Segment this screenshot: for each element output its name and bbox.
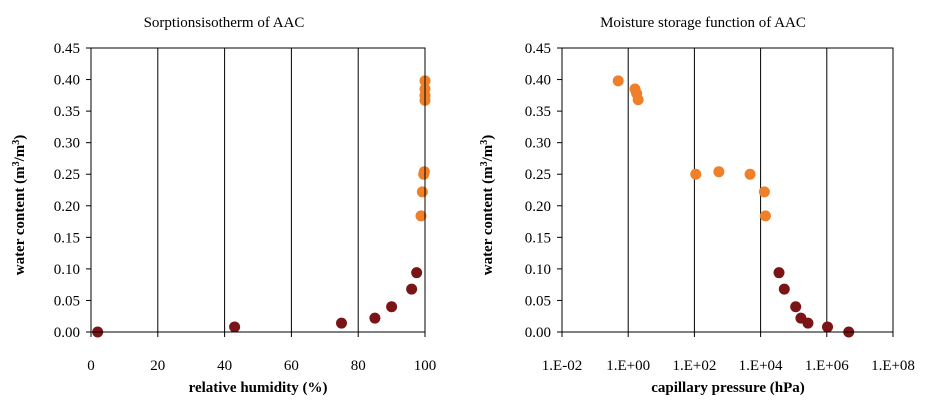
x-tick-label: 1.E+02 — [672, 358, 716, 374]
x-tick-label: 1.E+08 — [871, 358, 915, 374]
x-axis-label: capillary pressure (hPa) — [651, 380, 805, 396]
data-point — [790, 301, 802, 313]
data-point — [744, 168, 756, 180]
gridlines — [561, 48, 894, 332]
y-tick-label: 0.15 — [54, 230, 80, 246]
data-point — [773, 267, 785, 279]
x-tick-label: 1.E+00 — [606, 358, 650, 374]
data-point — [758, 186, 770, 198]
data-point — [632, 94, 644, 106]
y-tick-label: 0.30 — [525, 136, 551, 152]
data-points — [92, 75, 431, 338]
data-point — [759, 210, 771, 222]
data-point — [406, 283, 418, 295]
x-tick-label: 80 — [351, 358, 366, 374]
x-tick-labels: 1.E-02 1.E+00 1.E+02 1.E+04 1.E+06 1.E+08 — [542, 358, 915, 374]
y-tick-label: 0.25 — [525, 167, 551, 183]
data-point — [612, 75, 624, 87]
y-tick-label: 0.10 — [525, 262, 551, 278]
y-tick-label: 0.40 — [54, 73, 80, 89]
y-tick-label: 0.35 — [54, 104, 80, 120]
y-tick-label: 0.30 — [54, 136, 80, 152]
plot-border — [90, 47, 426, 333]
data-point — [713, 166, 725, 178]
y-tick-label: 0.00 — [54, 325, 80, 341]
x-tick-label: 1.E+06 — [805, 358, 849, 374]
data-point — [415, 210, 427, 222]
data-point — [369, 312, 381, 324]
x-tick-label: 1.E+04 — [739, 358, 783, 374]
chart-title: Moisture storage function of AAC — [600, 15, 806, 31]
y-axis-label: water content (m3/m3) — [11, 135, 29, 276]
gridlines — [90, 48, 426, 332]
y-tick-label: 0.20 — [54, 199, 80, 215]
plot-frame — [86, 47, 426, 337]
plot-frame — [557, 47, 894, 337]
data-point — [386, 301, 398, 313]
y-tick-label: 0.25 — [54, 167, 80, 183]
y-axis-label: water content (m3/m3) — [479, 135, 497, 276]
y-tick-label: 0.45 — [54, 41, 80, 57]
data-point — [778, 283, 790, 295]
data-point — [802, 317, 814, 329]
x-tick-label: 1.E-02 — [542, 358, 582, 374]
y-tick-label: 0.45 — [525, 41, 551, 57]
sorption-isotherm-chart: Sorptionsisotherm of AAC relative humidi… — [11, 15, 437, 396]
x-tick-label: 40 — [217, 358, 232, 374]
data-point — [418, 166, 430, 178]
x-tick-labels: 0 20 40 60 80 100 — [87, 358, 436, 374]
x-tick-label: 100 — [414, 358, 437, 374]
y-tick-label: 0.05 — [54, 293, 80, 309]
plot-border — [561, 47, 894, 333]
y-tick-label: 0.05 — [525, 293, 551, 309]
y-tick-labels: 0.00 0.05 0.10 0.15 0.20 0.25 0.30 0.35 0.40 0.45 — [525, 41, 551, 341]
y-tick-label: 0.20 — [525, 199, 551, 215]
data-point — [416, 186, 428, 198]
chart-title: Sorptionsisotherm of AAC — [144, 15, 305, 31]
x-tick-label: 60 — [284, 358, 299, 374]
x-tick-label: 0 — [87, 358, 95, 374]
data-point — [411, 267, 423, 279]
data-point — [690, 168, 702, 180]
y-tick-labels: 0.00 0.05 0.10 0.15 0.20 0.25 0.30 0.35 0.40 0.45 — [54, 41, 80, 341]
data-point — [336, 317, 347, 329]
x-tick-label: 20 — [150, 358, 165, 374]
data-point — [822, 321, 834, 333]
y-tick-label: 0.40 — [525, 73, 551, 89]
y-tick-label: 0.10 — [54, 262, 80, 278]
y-tick-label: 0.15 — [525, 230, 551, 246]
data-point — [229, 321, 241, 333]
moisture-storage-chart: Moisture storage function of AAC capilla… — [479, 15, 915, 396]
data-points — [612, 75, 855, 338]
y-tick-label: 0.35 — [525, 104, 551, 120]
x-axis-label: relative humidity (%) — [189, 380, 328, 396]
y-tick-label: 0.00 — [525, 325, 551, 341]
